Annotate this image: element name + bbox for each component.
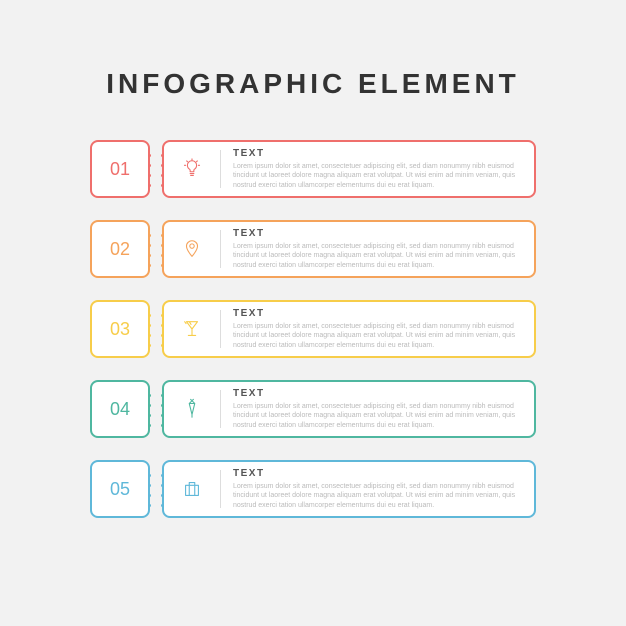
number-box: 01: [90, 140, 150, 198]
step-number: 01: [110, 159, 130, 180]
infographic-row: 05 TEXT Lorem ipsum dolor sit amet, consec…: [90, 460, 536, 518]
content-box: TEXT Lorem ipsum dolor sit amet, consecte…: [162, 380, 536, 438]
cocktail-icon: [164, 302, 220, 356]
number-box: 05: [90, 460, 150, 518]
step-number: 04: [110, 399, 130, 420]
text-block: TEXT Lorem ipsum dolor sit amet, consecte…: [221, 308, 534, 350]
row-body: Lorem ipsum dolor sit amet, consectetuer…: [233, 162, 522, 190]
infographic-row: 04 TEXT Lorem ipsum dolor sit amet, consec…: [90, 380, 536, 438]
text-block: TEXT Lorem ipsum dolor sit amet, consecte…: [221, 388, 534, 430]
infographic-row: 03 TEXT Lorem ipsum dolor sit amet, consec…: [90, 300, 536, 358]
infographic-rows: 01 TEXT Lorem ipsum dolor sit amet, consec…: [90, 140, 536, 540]
row-body: Lorem ipsum dolor sit amet, consectetuer…: [233, 322, 522, 350]
infographic-row: 01 TEXT Lorem ipsum dolor sit amet, consec…: [90, 140, 536, 198]
bulb-icon: [164, 142, 220, 196]
row-body: Lorem ipsum dolor sit amet, consectetuer…: [233, 402, 522, 430]
row-label: TEXT: [233, 228, 522, 239]
number-box: 02: [90, 220, 150, 278]
row-label: TEXT: [233, 468, 522, 479]
pen-icon: [164, 382, 220, 436]
pin-icon: [164, 222, 220, 276]
row-body: Lorem ipsum dolor sit amet, consectetuer…: [233, 482, 522, 510]
step-number: 02: [110, 239, 130, 260]
step-number: 05: [110, 479, 130, 500]
number-box: 03: [90, 300, 150, 358]
row-label: TEXT: [233, 388, 522, 399]
content-box: TEXT Lorem ipsum dolor sit amet, consecte…: [162, 140, 536, 198]
content-box: TEXT Lorem ipsum dolor sit amet, consecte…: [162, 460, 536, 518]
infographic-row: 02 TEXT Lorem ipsum dolor sit amet, consec…: [90, 220, 536, 278]
page-title: INFOGRAPHIC ELEMENT: [0, 68, 626, 100]
text-block: TEXT Lorem ipsum dolor sit amet, consecte…: [221, 148, 534, 190]
content-box: TEXT Lorem ipsum dolor sit amet, consecte…: [162, 300, 536, 358]
row-label: TEXT: [233, 148, 522, 159]
row-label: TEXT: [233, 308, 522, 319]
text-block: TEXT Lorem ipsum dolor sit amet, consecte…: [221, 468, 534, 510]
content-box: TEXT Lorem ipsum dolor sit amet, consecte…: [162, 220, 536, 278]
number-box: 04: [90, 380, 150, 438]
step-number: 03: [110, 319, 130, 340]
row-body: Lorem ipsum dolor sit amet, consectetuer…: [233, 242, 522, 270]
text-block: TEXT Lorem ipsum dolor sit amet, consecte…: [221, 228, 534, 270]
suitcase-icon: [164, 462, 220, 516]
